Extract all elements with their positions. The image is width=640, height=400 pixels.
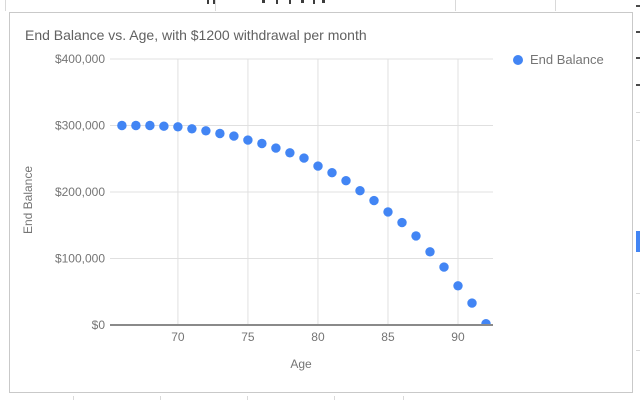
data-point[interactable] <box>215 128 225 139</box>
cell-border <box>5 0 6 11</box>
data-point[interactable] <box>411 231 421 241</box>
cell-border <box>555 0 556 11</box>
data-point[interactable] <box>383 207 393 217</box>
cell-border <box>636 112 640 113</box>
data-points-group <box>117 120 491 328</box>
data-point[interactable] <box>453 281 463 291</box>
legend-series-dot-icon <box>513 54 523 65</box>
data-point[interactable] <box>257 138 267 149</box>
x-axis-title: Age <box>290 357 312 371</box>
clipped-cell-content <box>276 0 278 4</box>
cell-border <box>636 350 640 351</box>
x-tick-label: 70 <box>171 330 185 344</box>
data-point[interactable] <box>173 122 183 132</box>
clipped-cell-content <box>262 0 265 3</box>
cell-border <box>160 396 161 400</box>
clipped-cell-content <box>213 0 215 4</box>
data-point[interactable] <box>397 217 407 228</box>
data-point[interactable] <box>467 298 477 308</box>
cell-border <box>636 293 640 294</box>
data-point[interactable] <box>201 126 211 136</box>
chart-card[interactable] <box>9 12 633 393</box>
cell-border <box>73 396 74 400</box>
clipped-cell-content <box>636 84 640 86</box>
data-point[interactable] <box>271 143 281 153</box>
clipped-cell-content <box>322 0 325 3</box>
data-point[interactable] <box>341 176 351 186</box>
data-point[interactable] <box>439 262 449 272</box>
cell-border <box>215 0 216 11</box>
data-point[interactable] <box>145 120 155 131</box>
clipped-cell-content <box>313 0 315 4</box>
y-tick-label: $100,000 <box>55 252 105 266</box>
data-point[interactable] <box>285 148 295 158</box>
legend[interactable]: End Balance <box>513 52 604 67</box>
data-point[interactable] <box>313 161 323 171</box>
clipped-cell-content <box>636 5 640 7</box>
cell-border <box>334 396 335 400</box>
data-point[interactable] <box>369 195 379 206</box>
data-point[interactable] <box>327 168 337 178</box>
y-tick-label: $0 <box>92 318 106 332</box>
cell-border <box>247 396 248 400</box>
data-point[interactable] <box>355 186 365 196</box>
cell-border <box>636 140 640 141</box>
clipped-cell-content <box>207 0 209 4</box>
chart-title: End Balance vs. Age, with $1200 withdraw… <box>25 27 367 43</box>
x-tick-label: 75 <box>241 330 255 344</box>
clipped-cell-content <box>301 0 304 3</box>
data-point[interactable] <box>117 120 127 131</box>
y-tick-label: $200,000 <box>55 185 105 199</box>
data-point[interactable] <box>159 121 169 131</box>
data-point[interactable] <box>425 247 435 257</box>
x-tick-label: 80 <box>311 330 325 344</box>
y-axis-title: End Balance <box>21 165 35 235</box>
y-tick-label: $300,000 <box>55 119 105 133</box>
clipped-cell-content <box>636 31 640 33</box>
data-point[interactable] <box>299 153 309 163</box>
clipped-cell-content <box>636 57 640 59</box>
x-tick-label: 90 <box>451 330 465 344</box>
cell-border <box>403 396 404 400</box>
data-point[interactable] <box>131 120 141 131</box>
data-point[interactable] <box>243 135 253 145</box>
data-point[interactable] <box>187 124 197 134</box>
legend-series-label: End Balance <box>530 52 604 67</box>
x-tick-label: 85 <box>381 330 395 344</box>
clipped-cell-content <box>289 0 291 4</box>
data-point[interactable] <box>229 131 239 141</box>
data-point[interactable] <box>481 319 491 328</box>
right-edge-blue-marker <box>636 231 640 252</box>
y-tick-label: $400,000 <box>55 52 105 66</box>
cell-border <box>455 0 456 11</box>
